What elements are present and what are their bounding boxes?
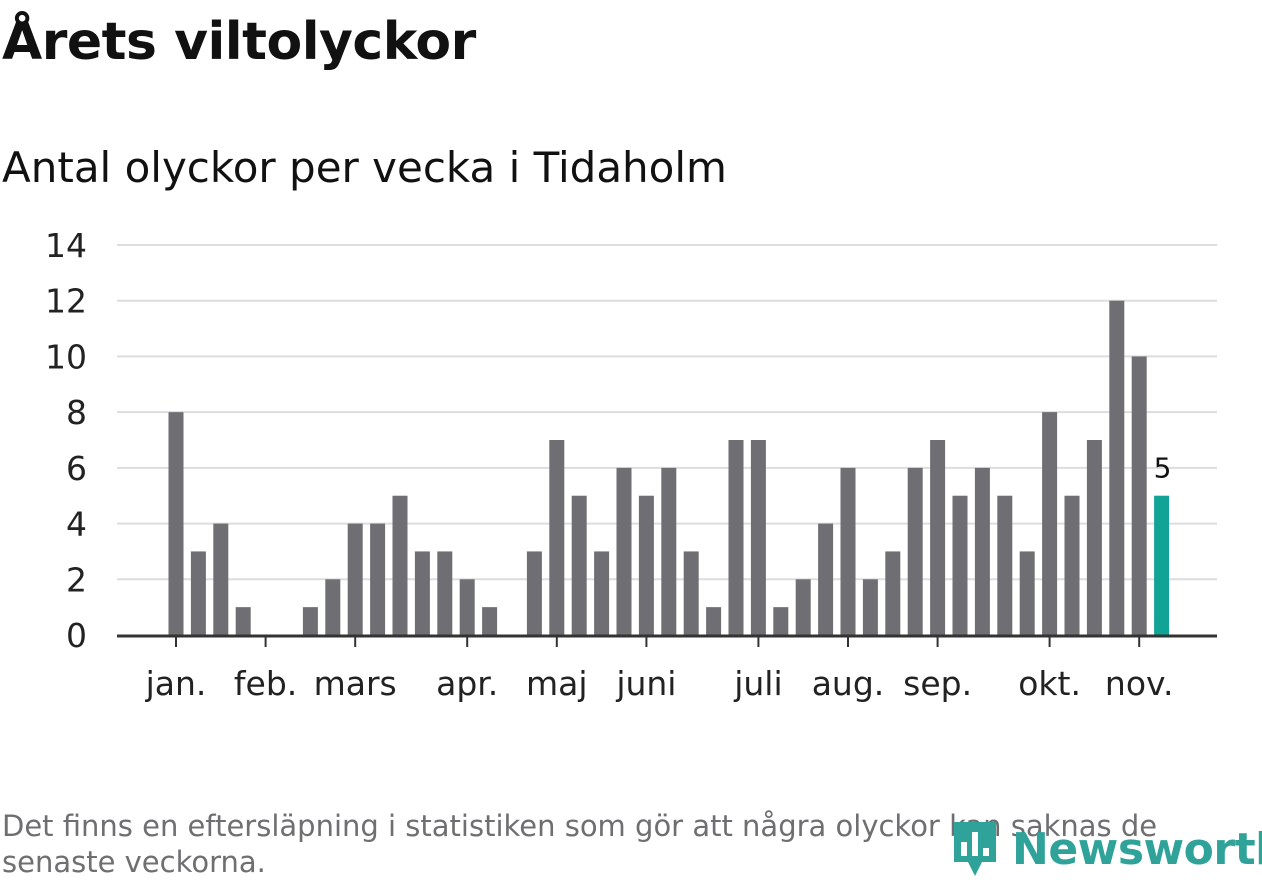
bar <box>952 495 968 635</box>
bar <box>482 607 498 635</box>
bar <box>594 551 610 635</box>
bar <box>795 579 811 635</box>
x-tick-label: sep. <box>903 664 972 703</box>
bar <box>526 551 542 635</box>
bar <box>213 523 229 635</box>
bar <box>1042 412 1058 635</box>
bar-chart-pin-icon <box>954 822 996 876</box>
bar <box>750 440 766 635</box>
bar <box>1064 495 1080 635</box>
x-tick-label: maj <box>526 664 588 703</box>
bar <box>235 607 251 635</box>
bar <box>616 467 632 635</box>
bar <box>683 551 699 635</box>
bar <box>907 467 923 635</box>
bar <box>706 607 722 635</box>
bar <box>1086 440 1102 635</box>
bar <box>1019 551 1035 635</box>
y-tick-label: 2 <box>66 560 87 599</box>
x-tick-label: okt. <box>1018 664 1081 703</box>
x-tick-label: apr. <box>436 664 498 703</box>
bar <box>370 523 386 635</box>
bar <box>773 607 789 635</box>
bar-value-label: 5 <box>1154 452 1172 485</box>
bar <box>347 523 363 635</box>
x-tick-label: jan. <box>145 664 207 703</box>
y-tick-label: 0 <box>66 616 87 655</box>
bar <box>1131 356 1147 635</box>
newsworthy-logo: Newsworthy <box>950 818 1262 880</box>
bar <box>728 440 744 635</box>
bar <box>997 495 1013 635</box>
chart-title: Årets viltolyckor <box>2 12 476 72</box>
bar <box>862 579 878 635</box>
x-tick-label: mars <box>314 664 397 703</box>
bars: 5 <box>168 300 1172 635</box>
x-axis-ticks: jan. feb. mars apr. maj juni juli aug. sep. okt. n… <box>145 637 1174 703</box>
x-tick-label: juli <box>733 664 782 703</box>
y-tick-label: 4 <box>66 505 87 544</box>
y-tick-label: 10 <box>45 337 87 376</box>
x-tick-label: feb. <box>234 664 297 703</box>
bar <box>459 579 475 635</box>
bar <box>1109 300 1125 635</box>
logo-text: Newsworthy <box>1012 823 1262 875</box>
chart-subtitle: Antal olyckor per vecka i Tidaholm <box>2 143 727 192</box>
bar <box>302 607 318 635</box>
y-tick-label: 6 <box>66 449 87 488</box>
bar <box>930 440 946 635</box>
bar <box>437 551 453 635</box>
bar-chart: 0 2 4 6 8 10 12 14 5 jan. feb. mars apr. maj juni jul… <box>45 226 1217 703</box>
bar <box>840 467 856 635</box>
y-tick-label: 8 <box>66 393 87 432</box>
x-tick-label: juni <box>615 664 676 703</box>
bar <box>974 467 990 635</box>
bar <box>414 551 430 635</box>
y-axis-ticks: 0 2 4 6 8 10 12 14 <box>45 226 87 655</box>
bar <box>392 495 408 635</box>
bar <box>885 551 901 635</box>
bar <box>549 440 565 635</box>
bar <box>325 579 341 635</box>
y-tick-label: 14 <box>45 226 87 265</box>
bar <box>661 467 677 635</box>
bar <box>818 523 834 635</box>
y-tick-label: 12 <box>45 282 87 321</box>
bar-highlight <box>1154 495 1170 635</box>
bar <box>638 495 654 635</box>
bar <box>168 412 184 635</box>
x-tick-label: aug. <box>812 664 885 703</box>
x-tick-label: nov. <box>1105 664 1174 703</box>
bar <box>190 551 206 635</box>
bar <box>571 495 587 635</box>
